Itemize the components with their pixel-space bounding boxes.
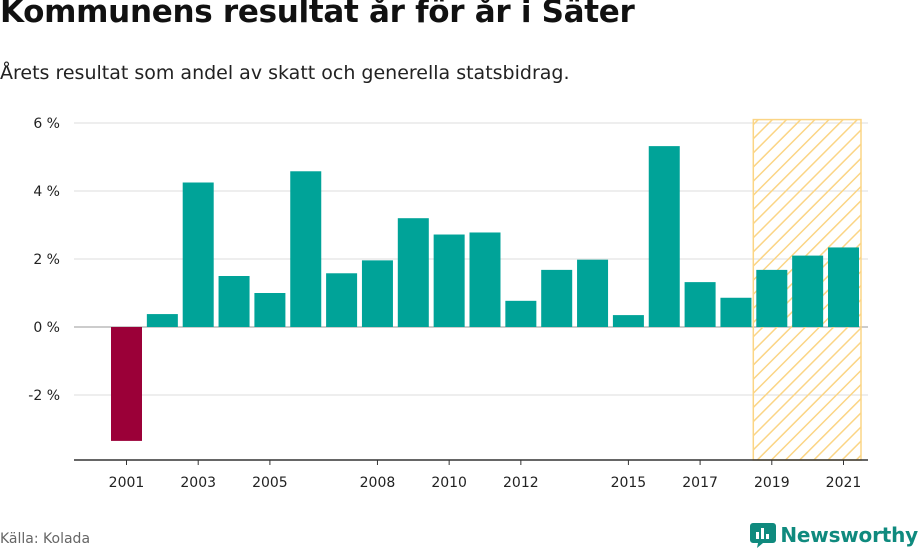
source-note: Källa: Kolada: [0, 531, 91, 547]
x-tick-label: 2012: [503, 475, 539, 491]
bar-2016: [648, 146, 680, 327]
bar-2012: [505, 300, 537, 327]
newsworthy-logo[interactable]: Newsworthy: [750, 521, 918, 549]
bar-2001: [111, 327, 142, 441]
y-tick-label: 0 %: [33, 320, 60, 336]
bar-2014: [577, 259, 609, 327]
bar-2021: [828, 247, 859, 327]
x-tick-label: 2005: [252, 475, 288, 491]
bar-2003: [182, 182, 214, 327]
chart-subtitle: Årets resultat som andel av skatt och ge…: [0, 62, 570, 84]
logo-text: Newsworthy: [780, 523, 918, 547]
y-tick-label: 4 %: [33, 184, 60, 200]
x-tick-label: 2021: [826, 475, 862, 491]
x-tick-label: 2015: [611, 475, 647, 491]
bar-2002: [146, 314, 178, 327]
bar-2007: [326, 273, 358, 327]
bar-2019: [756, 269, 788, 327]
bar-2009: [397, 218, 429, 327]
bar-2011: [469, 232, 501, 327]
bar-2005: [254, 293, 286, 327]
x-tick-label: 2019: [754, 475, 790, 491]
bar-2013: [541, 269, 573, 327]
x-tick-label: 2017: [682, 475, 718, 491]
x-tick-label: 2010: [431, 475, 467, 491]
newsworthy-logo-icon: [750, 523, 777, 548]
bar-2008: [361, 260, 393, 327]
y-tick-label: 2 %: [33, 252, 60, 268]
bar-2015: [612, 315, 644, 327]
axes: 6 % 4 % 2 % 0 % -2 % 2001 2003 2005 2008 2010 2012…: [28, 116, 868, 491]
y-tick-label: -2 %: [28, 388, 60, 404]
bar-2004: [218, 276, 250, 327]
x-tick-label: 2003: [180, 475, 216, 491]
bar-2017: [684, 282, 716, 327]
bar-2020: [792, 255, 824, 327]
bar-2018: [720, 297, 752, 327]
y-tick-label: 6 %: [33, 116, 60, 132]
bar-2006: [290, 171, 322, 327]
x-tick-label: 2008: [360, 475, 396, 491]
chart-title: Kommunens resultat år för år i Säter: [0, 0, 635, 30]
bar-2010: [433, 234, 465, 327]
bars: [111, 146, 859, 441]
x-tick-label: 2001: [109, 475, 145, 491]
